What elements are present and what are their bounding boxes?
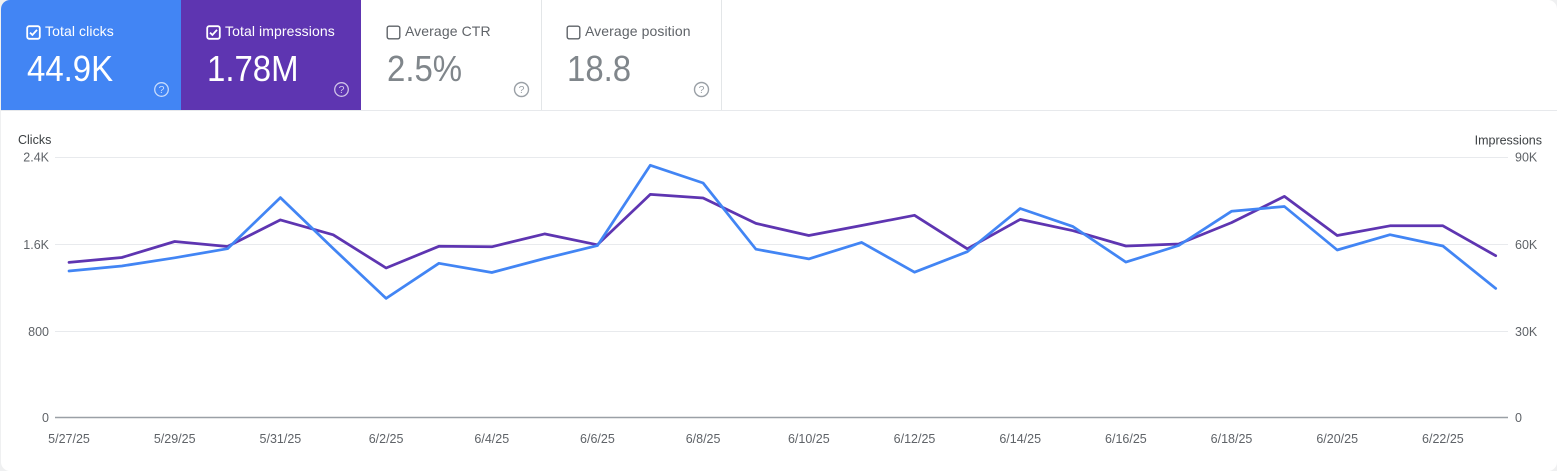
- svg-text:5/27/25: 5/27/25: [48, 432, 90, 446]
- svg-text:1.6K: 1.6K: [23, 238, 49, 252]
- svg-text:6/16/25: 6/16/25: [1105, 432, 1147, 446]
- svg-text:90K: 90K: [1515, 151, 1538, 165]
- svg-text:6/22/25: 6/22/25: [1422, 432, 1464, 446]
- svg-text:5/29/25: 5/29/25: [154, 432, 196, 446]
- svg-text:Impressions: Impressions: [1475, 134, 1542, 148]
- svg-text:30K: 30K: [1515, 325, 1538, 339]
- svg-text:6/14/25: 6/14/25: [999, 432, 1041, 446]
- svg-text:6/18/25: 6/18/25: [1211, 432, 1253, 446]
- svg-text:800: 800: [28, 325, 49, 339]
- svg-text:?: ?: [159, 84, 165, 96]
- svg-text:0: 0: [1515, 411, 1522, 425]
- svg-text:?: ?: [699, 84, 705, 96]
- svg-text:5/31/25: 5/31/25: [260, 432, 302, 446]
- svg-text:6/20/25: 6/20/25: [1316, 432, 1358, 446]
- svg-text:6/2/25: 6/2/25: [369, 432, 404, 446]
- svg-text:2.4K: 2.4K: [23, 151, 49, 165]
- svg-text:0: 0: [42, 411, 49, 425]
- svg-text:6/4/25: 6/4/25: [474, 432, 509, 446]
- svg-text:6/6/25: 6/6/25: [580, 432, 615, 446]
- svg-text:6/10/25: 6/10/25: [788, 432, 830, 446]
- svg-text:?: ?: [339, 84, 345, 96]
- svg-text:6/12/25: 6/12/25: [894, 432, 936, 446]
- svg-text:?: ?: [519, 84, 525, 96]
- svg-text:Clicks: Clicks: [18, 133, 51, 147]
- svg-text:60K: 60K: [1515, 238, 1538, 252]
- svg-text:6/8/25: 6/8/25: [686, 432, 721, 446]
